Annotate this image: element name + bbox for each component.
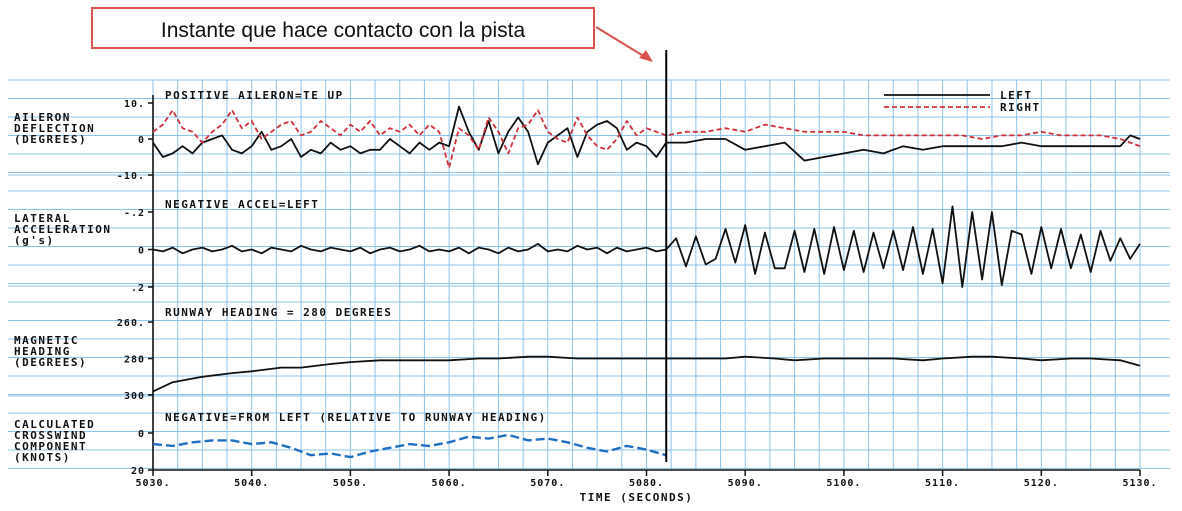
series-line-left [152,355,1141,393]
y-axis-label-line: (DEGREES) [14,133,87,146]
y-tick-label: 280 [124,355,145,366]
y-axis-label-line: (g's) [14,234,55,247]
x-tick-label: 5110. [925,478,960,489]
y-axis-label-line: COMPONENT [14,440,87,453]
series-line-left [152,105,1141,166]
panel-annotation: POSITIVE AILERON=TE UP [165,89,344,102]
callout-arrow [595,26,651,61]
y-tick-label: 0 [138,246,145,257]
callout-text: Instante que hace contacto con la pista [161,19,526,42]
x-tick-label: 5040. [234,478,269,489]
panel-annotation: NEGATIVE ACCEL=LEFT [165,198,319,211]
chart-grid [8,79,1170,471]
legend-label-right: RIGHT [1000,101,1041,114]
y-tick-label: 0 [138,429,145,440]
x-tick-label: 5050. [333,478,368,489]
y-tick-label: -.2 [124,208,145,219]
x-axis: 5030. 5040. 5050. 5060. 5070. 5080. 5090. 5100.… [135,470,1157,504]
y-axis-label-line: DEFLECTION [14,122,95,135]
y-tick-label: 260. [117,318,145,329]
y-tick-label: .2 [131,283,145,294]
x-tick-label: 5090. [728,478,763,489]
x-tick-label: 5070. [530,478,565,489]
x-tick-label: 5130. [1122,478,1157,489]
y-tick-label: 10. [124,99,145,110]
y-axis-label-line: CROSSWIND [14,429,87,442]
series-line-left [152,205,1141,288]
x-tick-label: 5060. [432,478,467,489]
y-axis-label-line: LATERAL [14,212,71,225]
chart-panels: AILERONDEFLECTION(DEGREES)10.0-10.POSITI… [14,89,1141,477]
x-tick-label: 5030. [135,478,170,489]
callout-box [91,7,595,49]
y-tick-label: 300 [124,391,145,402]
y-axis-label-line: AILERON [14,111,71,124]
y-axis-label-line: CALCULATED [14,418,95,431]
y-axis-label-line: MAGNETIC [14,334,79,347]
y-tick-label: -10. [117,171,145,182]
y-tick-label: 0 [138,135,145,146]
x-tick-label: 5100. [826,478,861,489]
panel-annotation: RUNWAY HEADING = 280 DEGREES [165,306,392,319]
series-line-right [152,109,1141,169]
y-axis-label-line: ACCELERATION [14,223,111,236]
x-tick-label: 5120. [1024,478,1059,489]
series-line-crosswind [152,433,667,459]
panel-annotation: NEGATIVE=FROM LEFT (RELATIVE TO RUNWAY H… [165,411,547,424]
y-tick-label: 20 [131,466,145,477]
touchdown-callout: Instante que hace contacto con la pista [91,7,653,62]
x-tick-label: 5080. [629,478,664,489]
y-axis-label-line: (KNOTS) [14,451,71,464]
legend-label-left: LEFT [1000,89,1033,102]
x-axis-label: TIME (SECONDS) [580,491,694,504]
y-axis-label-line: (DEGREES) [14,356,87,369]
y-axis-label-line: HEADING [14,345,71,358]
callout-arrowhead [639,50,653,62]
